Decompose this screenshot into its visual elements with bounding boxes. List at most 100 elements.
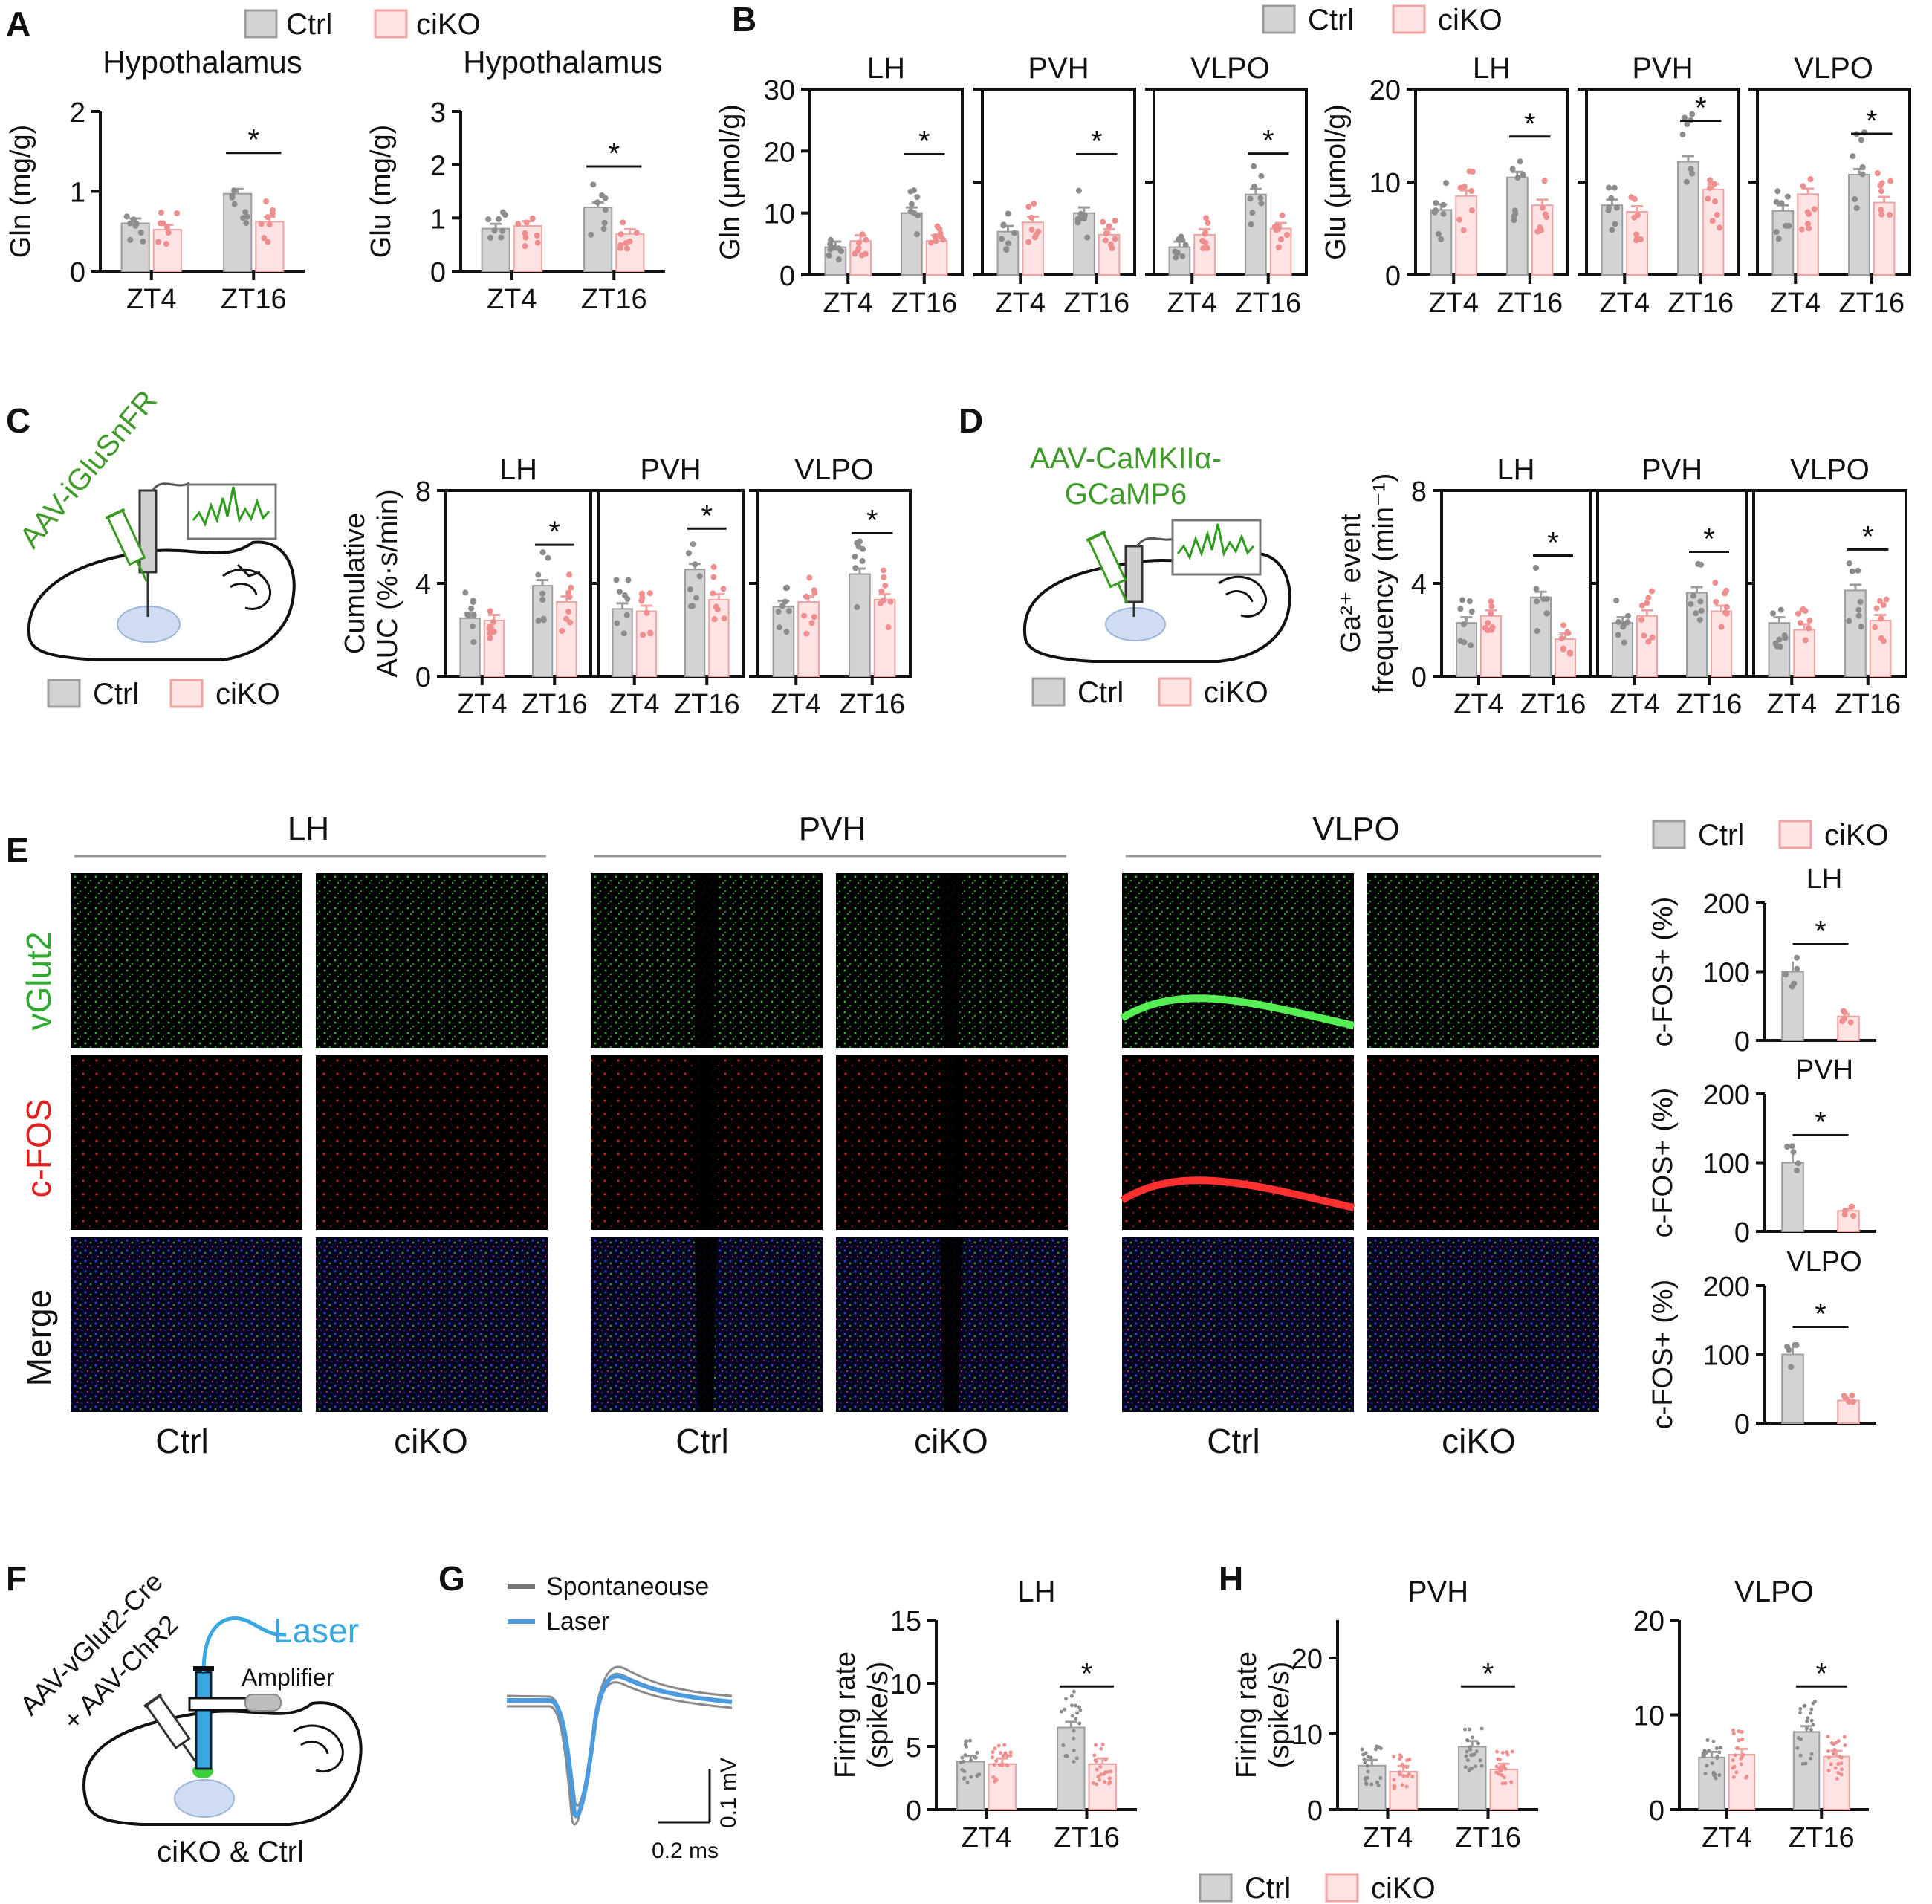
data-point (1722, 590, 1728, 597)
significance-star: * (1695, 92, 1707, 125)
data-point (515, 221, 522, 227)
legend-ctrl-label: Ctrl (1245, 1872, 1291, 1904)
y-tick-label: 0 (1385, 261, 1401, 292)
data-point (714, 606, 721, 613)
data-point (487, 608, 493, 615)
data-point (127, 220, 134, 227)
bar (1555, 638, 1576, 677)
y-axis-label: Firing rate (1231, 1651, 1262, 1778)
bar (1358, 1764, 1387, 1811)
data-point (1850, 153, 1856, 160)
data-point (1876, 598, 1883, 604)
bar (635, 610, 658, 677)
data-point (1247, 195, 1254, 202)
data-point (1826, 1755, 1831, 1760)
cerebellum-folds (1218, 575, 1268, 618)
data-point (1745, 1774, 1749, 1778)
data-point (1795, 1160, 1801, 1167)
data-point (242, 209, 249, 216)
data-point (1878, 188, 1884, 195)
column-label-ciko-vlpo: ciKO (1442, 1422, 1516, 1460)
chart-title: VLPO (1786, 1246, 1861, 1278)
y-tick-label: 0 (70, 257, 85, 288)
data-point (1697, 598, 1704, 605)
data-point (523, 219, 530, 226)
data-point (623, 612, 630, 618)
data-point (1102, 237, 1109, 244)
bar (925, 240, 948, 276)
data-point (721, 615, 727, 622)
data-point (1849, 568, 1855, 574)
legend-ctrl-label: Ctrl (1077, 676, 1124, 709)
bar (223, 192, 253, 273)
legend-ctrl-swatch (1031, 677, 1066, 707)
data-point (590, 181, 597, 188)
data-point (1488, 610, 1494, 617)
data-point (1836, 1762, 1841, 1767)
x-tick-label: ZT4 (1453, 689, 1504, 720)
data-point (1609, 227, 1615, 233)
data-point (1731, 1758, 1735, 1763)
data-point (1615, 619, 1622, 626)
y-tick-label: 10 (890, 1669, 921, 1700)
data-point (1465, 1758, 1470, 1763)
data-point (1031, 201, 1037, 207)
data-point (499, 227, 506, 234)
scale-bar-voltage: 0.1 mV (716, 1758, 741, 1828)
chart-title: PVH (1795, 1055, 1853, 1086)
data-point (1798, 1753, 1803, 1758)
data-point (1002, 1743, 1007, 1747)
significance-star: * (1815, 1657, 1827, 1690)
data-point (1505, 1750, 1509, 1755)
data-point (1485, 627, 1491, 634)
data-point (613, 577, 620, 583)
significance-star: * (1815, 1298, 1826, 1331)
data-point (469, 623, 476, 629)
y-axis-label: c-FOS+ (%) (1647, 1088, 1679, 1238)
data-point (1841, 1015, 1847, 1022)
bar (1489, 1768, 1518, 1810)
data-point (1560, 646, 1566, 653)
data-point (1509, 1780, 1514, 1784)
data-point (1631, 195, 1638, 202)
data-point (487, 635, 493, 641)
data-point (1794, 1167, 1800, 1173)
data-point (1277, 236, 1284, 242)
data-point (1794, 965, 1800, 972)
data-point (1798, 1711, 1802, 1715)
micrograph-vglut2 (1122, 873, 1354, 1048)
data-point (1795, 1746, 1800, 1750)
y-tick-label: 1 (430, 204, 446, 235)
x-tick-label: ZT4 (487, 284, 537, 315)
x-tick-label: ZT4 (1167, 288, 1217, 319)
y-tick-label: 10 (1633, 1701, 1664, 1732)
data-point (1202, 230, 1208, 237)
data-point (1543, 595, 1550, 602)
data-point (975, 1750, 979, 1755)
data-point (1852, 195, 1858, 202)
bar (612, 608, 633, 677)
data-point (1533, 586, 1540, 592)
data-point (1804, 1726, 1809, 1731)
data-point (1878, 615, 1884, 622)
chart-title: PVH (1028, 52, 1089, 85)
chart-c1: 0 4 8 Cumulative AUC (%·s/min) LH ZT4 ZT16 * (340, 453, 592, 720)
data-point (1649, 634, 1656, 641)
data-point (1873, 605, 1880, 612)
data-point (1468, 188, 1475, 195)
signal-trace (1176, 523, 1255, 560)
data-point (1788, 1364, 1795, 1370)
data-point (1829, 1741, 1834, 1745)
data-point (1360, 1747, 1364, 1752)
data-point (266, 221, 273, 228)
data-point (229, 192, 236, 199)
y-tick-label: 1 (70, 178, 85, 209)
data-point (710, 574, 717, 580)
data-point (1800, 183, 1806, 190)
significance-star: * (548, 516, 560, 548)
data-point (998, 1751, 1002, 1755)
legend-h: Ctrl ciKO (1199, 1872, 1436, 1904)
data-point (1805, 1719, 1809, 1723)
data-point (854, 604, 860, 611)
data-point (1366, 1769, 1370, 1774)
